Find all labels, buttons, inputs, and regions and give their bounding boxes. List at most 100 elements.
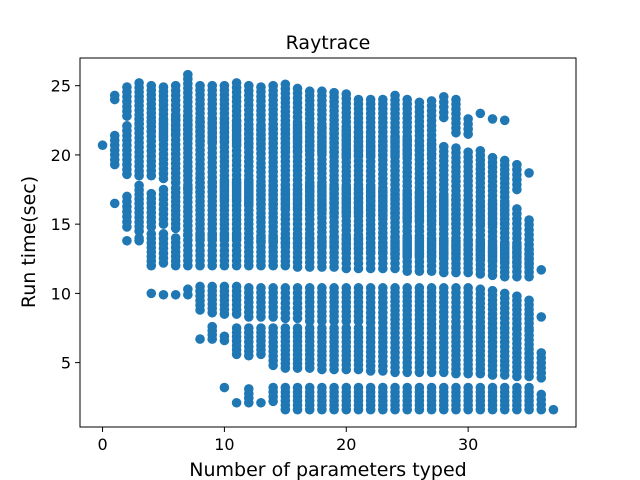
data-point xyxy=(524,295,534,306)
data-point xyxy=(146,288,157,299)
data-point xyxy=(426,283,437,293)
data-point xyxy=(524,215,534,225)
data-point xyxy=(487,382,498,393)
data-point xyxy=(158,229,169,239)
data-point xyxy=(426,96,437,106)
data-point xyxy=(243,233,254,243)
data-point xyxy=(365,127,376,138)
data-point xyxy=(329,283,339,293)
data-point xyxy=(256,283,266,293)
data-point xyxy=(414,382,425,393)
data-point xyxy=(499,240,510,250)
data-point xyxy=(499,323,510,333)
data-point xyxy=(268,180,278,191)
data-point xyxy=(134,78,144,88)
data-point xyxy=(207,114,218,124)
data-point xyxy=(207,177,218,188)
data-point xyxy=(170,80,181,91)
data-point xyxy=(158,115,169,126)
data-point xyxy=(524,244,534,254)
data-point xyxy=(195,80,205,91)
data-point xyxy=(317,180,327,191)
data-point xyxy=(487,323,498,333)
data-points xyxy=(97,69,559,415)
data-point xyxy=(536,389,547,400)
data-point xyxy=(134,180,144,191)
data-point xyxy=(231,397,242,408)
data-point xyxy=(512,204,522,214)
data-point xyxy=(499,288,510,299)
data-point xyxy=(499,115,510,126)
data-point xyxy=(170,183,181,193)
data-point xyxy=(158,82,169,92)
data-point xyxy=(146,229,157,239)
data-point xyxy=(195,334,205,344)
data-point xyxy=(365,283,376,293)
data-point xyxy=(438,91,449,102)
data-point xyxy=(122,121,132,131)
data-point xyxy=(219,281,230,292)
data-point xyxy=(207,281,218,292)
data-point xyxy=(341,125,352,135)
data-point xyxy=(390,283,400,293)
data-point xyxy=(231,78,242,88)
data-point xyxy=(268,323,278,333)
data-point xyxy=(170,111,181,121)
data-point xyxy=(524,325,534,336)
data-point xyxy=(499,382,510,393)
data-point xyxy=(195,177,205,188)
data-point xyxy=(256,180,266,191)
plot-frame xyxy=(79,57,577,428)
data-point xyxy=(463,323,473,333)
y-tick-label: 20 xyxy=(51,146,71,165)
data-point xyxy=(329,87,339,98)
data-point xyxy=(414,136,425,146)
data-point xyxy=(353,283,364,293)
data-point xyxy=(378,382,388,393)
data-point xyxy=(475,382,486,393)
data-point xyxy=(292,119,303,130)
data-point xyxy=(256,323,266,333)
data-point xyxy=(97,140,108,151)
data-point xyxy=(183,230,193,241)
data-point xyxy=(475,237,486,247)
data-point xyxy=(134,114,144,124)
data-point xyxy=(280,180,291,191)
data-point xyxy=(231,281,242,292)
data-point xyxy=(438,323,449,333)
data-point xyxy=(109,198,120,209)
data-point xyxy=(475,108,486,119)
data-point xyxy=(402,323,413,333)
data-point xyxy=(243,283,254,293)
data-point xyxy=(195,281,205,292)
data-point xyxy=(353,323,364,333)
data-point xyxy=(353,233,364,243)
data-point xyxy=(268,119,278,130)
data-point xyxy=(512,324,522,335)
y-tick-label: 5 xyxy=(61,354,71,373)
data-point xyxy=(292,83,303,94)
data-point xyxy=(414,323,425,333)
data-point xyxy=(390,186,400,196)
data-point xyxy=(207,80,218,91)
data-point xyxy=(341,283,352,293)
data-point xyxy=(402,134,413,145)
data-point xyxy=(329,233,339,243)
data-point xyxy=(231,230,242,241)
data-point xyxy=(268,233,278,243)
data-point xyxy=(109,130,120,141)
data-point xyxy=(414,97,425,108)
data-point xyxy=(280,233,291,243)
data-point xyxy=(268,80,278,91)
data-point xyxy=(219,230,230,241)
data-point xyxy=(536,348,547,358)
data-point xyxy=(231,116,242,127)
x-tick-label: 10 xyxy=(214,435,234,454)
data-point xyxy=(378,283,388,293)
data-point xyxy=(256,233,266,243)
data-point xyxy=(183,111,193,121)
data-point xyxy=(280,283,291,293)
data-point xyxy=(195,116,205,127)
data-point xyxy=(438,141,449,152)
data-point xyxy=(219,177,230,188)
